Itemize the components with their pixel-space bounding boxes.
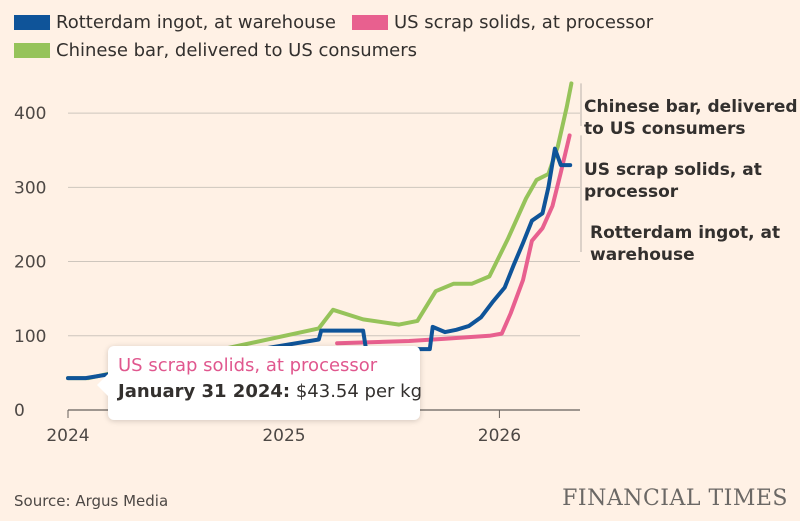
legend-swatch-chinese-bar	[14, 42, 50, 58]
end-label-us-scrap: processor	[584, 182, 679, 202]
y-tick-label-300: 300	[14, 178, 46, 198]
end-label-chinese-bar: Chinese bar, delivered	[584, 97, 798, 117]
tooltip-date: January 31 2024:	[118, 381, 291, 402]
tooltip-series-name: US scrap solids, at processor	[118, 355, 378, 376]
end-label-rotterdam: warehouse	[590, 245, 695, 265]
legend-swatch-rotterdam	[14, 14, 50, 30]
y-tick-label-200: 200	[14, 253, 46, 273]
legend-row: Rotterdam ingot, at warehouse US scrap s…	[14, 8, 654, 36]
legend-label-chinese-bar: Chinese bar, delivered to US consumers	[56, 39, 417, 61]
legend-label-rotterdam: Rotterdam ingot, at warehouse	[56, 11, 336, 33]
ft-logo-wordmark: FINANCIAL TIMES	[562, 486, 788, 511]
chart-series-lines	[66, 81, 574, 381]
y-tick-label-0: 0	[14, 401, 25, 421]
end-label-chinese-bar: to US consumers	[584, 119, 746, 139]
x-tick-label-2024: 2024	[46, 426, 89, 446]
series-line-us-scrap	[335, 133, 572, 346]
end-label-us-scrap: US scrap solids, at	[584, 160, 762, 180]
series-line-rotterdam	[66, 146, 573, 381]
y-tick-label-400: 400	[14, 104, 46, 124]
source-note: Source: Argus Media	[14, 492, 169, 510]
y-tick-label-100: 100	[14, 327, 46, 347]
legend: Rotterdam ingot, at warehouse US scrap s…	[14, 8, 654, 64]
chart-tooltip: US scrap solids, at processor January 31…	[97, 346, 422, 420]
x-tick-label-2025: 2025	[262, 426, 305, 446]
legend-row: Chinese bar, delivered to US consumers	[14, 36, 654, 64]
legend-item-rotterdam: Rotterdam ingot, at warehouse	[14, 12, 336, 33]
legend-swatch-us-scrap	[351, 14, 388, 30]
tooltip-value-line: January 31 2024: $43.54 per kg	[118, 381, 422, 402]
x-tick-label-2026: 2026	[478, 426, 521, 446]
legend-item-us-scrap: US scrap solids, at processor	[351, 11, 654, 33]
end-label-rotterdam: Rotterdam ingot, at	[590, 223, 780, 243]
legend-label-us-scrap: US scrap solids, at processor	[393, 11, 654, 33]
legend-item-chinese-bar: Chinese bar, delivered to US consumers	[14, 40, 417, 61]
tooltip-value: $43.54 per kg	[295, 381, 423, 402]
